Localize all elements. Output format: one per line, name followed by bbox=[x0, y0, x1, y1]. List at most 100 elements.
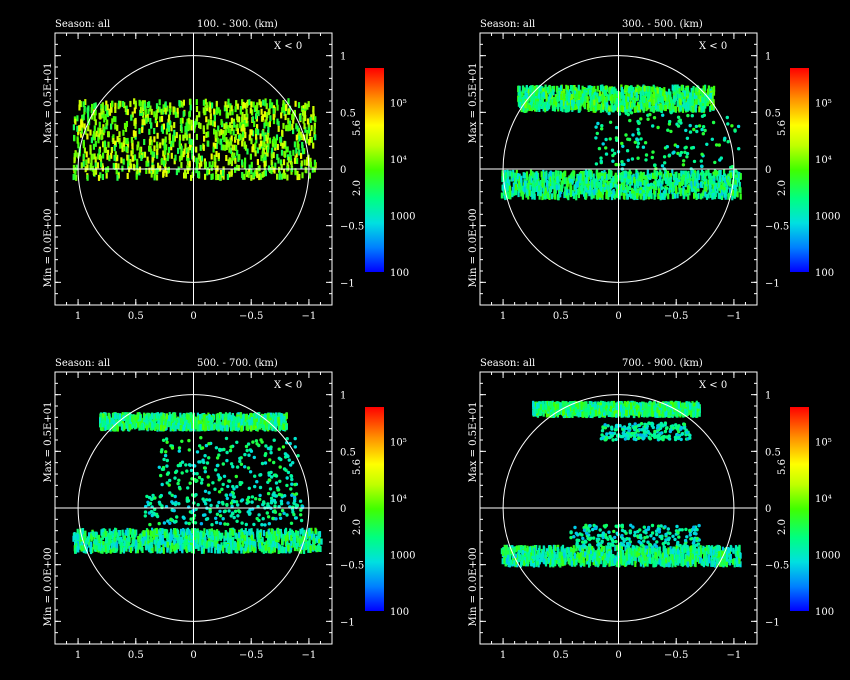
data-point bbox=[704, 174, 707, 181]
data-point bbox=[257, 416, 260, 423]
data-point bbox=[654, 97, 657, 104]
data-point bbox=[257, 412, 260, 419]
data-point bbox=[97, 137, 100, 144]
data-point bbox=[593, 181, 596, 188]
data-point bbox=[580, 96, 583, 103]
x-tick-label: −0.5 bbox=[239, 311, 263, 322]
data-point bbox=[163, 154, 166, 161]
data-point bbox=[593, 99, 596, 106]
data-point bbox=[150, 148, 153, 155]
data-point bbox=[240, 419, 243, 425]
data-point bbox=[283, 151, 287, 158]
data-point bbox=[235, 100, 238, 107]
data-point bbox=[711, 104, 714, 110]
data-point bbox=[208, 414, 211, 420]
data-point bbox=[253, 170, 257, 177]
data-point bbox=[190, 147, 193, 154]
data-point bbox=[265, 114, 268, 121]
data-point bbox=[236, 103, 239, 110]
data-point bbox=[156, 152, 159, 159]
data-point bbox=[583, 176, 586, 183]
data-point bbox=[284, 172, 287, 179]
data-point bbox=[652, 172, 655, 179]
data-point bbox=[87, 157, 90, 164]
data-point bbox=[736, 191, 739, 198]
data-point bbox=[94, 161, 97, 168]
data-point bbox=[133, 421, 137, 428]
data-point bbox=[541, 96, 544, 103]
data-point bbox=[178, 418, 181, 425]
data-point bbox=[255, 137, 258, 144]
data-point bbox=[204, 425, 207, 432]
data-point bbox=[116, 424, 119, 431]
data-point bbox=[734, 169, 738, 173]
data-point bbox=[230, 170, 233, 177]
data-point bbox=[175, 132, 178, 139]
data-point bbox=[200, 155, 203, 162]
data-point bbox=[712, 181, 716, 185]
data-point bbox=[683, 96, 686, 103]
data-point bbox=[535, 173, 538, 180]
data-point bbox=[640, 103, 643, 110]
data-point bbox=[138, 424, 141, 431]
data-point bbox=[90, 153, 93, 160]
data-point bbox=[253, 424, 256, 430]
data-point bbox=[546, 101, 549, 108]
data-point bbox=[695, 102, 698, 109]
data-point bbox=[610, 88, 613, 95]
data-point bbox=[574, 93, 577, 100]
data-point bbox=[145, 423, 148, 430]
data-point bbox=[138, 152, 141, 159]
data-point bbox=[604, 90, 607, 97]
data-point bbox=[711, 120, 716, 125]
data-point bbox=[578, 185, 581, 191]
data-point bbox=[187, 418, 191, 425]
data-point bbox=[531, 187, 534, 194]
colorbar-tick-label: 100 bbox=[815, 268, 834, 279]
data-point bbox=[575, 178, 578, 184]
data-point bbox=[246, 113, 249, 120]
data-point bbox=[143, 103, 146, 110]
data-point bbox=[615, 104, 618, 111]
data-point bbox=[724, 179, 727, 186]
altitude-range-label: 100. - 300. (km) bbox=[197, 19, 278, 30]
data-point bbox=[639, 137, 643, 141]
data-point bbox=[227, 414, 230, 421]
data-point bbox=[314, 134, 317, 141]
data-point bbox=[131, 422, 134, 428]
data-point bbox=[529, 184, 532, 191]
data-point bbox=[129, 163, 132, 170]
data-point bbox=[597, 189, 600, 196]
data-point bbox=[530, 94, 533, 101]
data-point bbox=[523, 186, 526, 193]
data-point bbox=[241, 140, 244, 147]
data-point bbox=[605, 106, 608, 113]
data-point bbox=[608, 185, 611, 192]
data-point bbox=[664, 94, 667, 101]
data-point bbox=[122, 158, 125, 165]
data-point bbox=[717, 192, 720, 199]
data-point bbox=[605, 191, 608, 198]
data-point bbox=[646, 117, 650, 121]
data-point bbox=[101, 163, 104, 170]
data-point bbox=[698, 174, 701, 180]
data-point bbox=[646, 183, 651, 187]
data-point bbox=[565, 189, 568, 196]
data-point bbox=[530, 105, 534, 112]
data-point bbox=[719, 193, 722, 200]
data-point bbox=[646, 91, 649, 98]
data-point bbox=[161, 422, 164, 429]
data-point bbox=[723, 169, 726, 176]
data-point bbox=[191, 422, 194, 429]
data-point bbox=[634, 189, 637, 196]
data-point bbox=[610, 94, 614, 101]
data-point bbox=[217, 107, 220, 114]
data-point bbox=[92, 134, 95, 141]
data-point bbox=[665, 96, 669, 103]
data-point bbox=[153, 421, 156, 428]
data-point bbox=[509, 170, 512, 177]
data-point bbox=[148, 139, 152, 146]
data-point bbox=[123, 137, 126, 144]
data-point bbox=[505, 172, 508, 179]
